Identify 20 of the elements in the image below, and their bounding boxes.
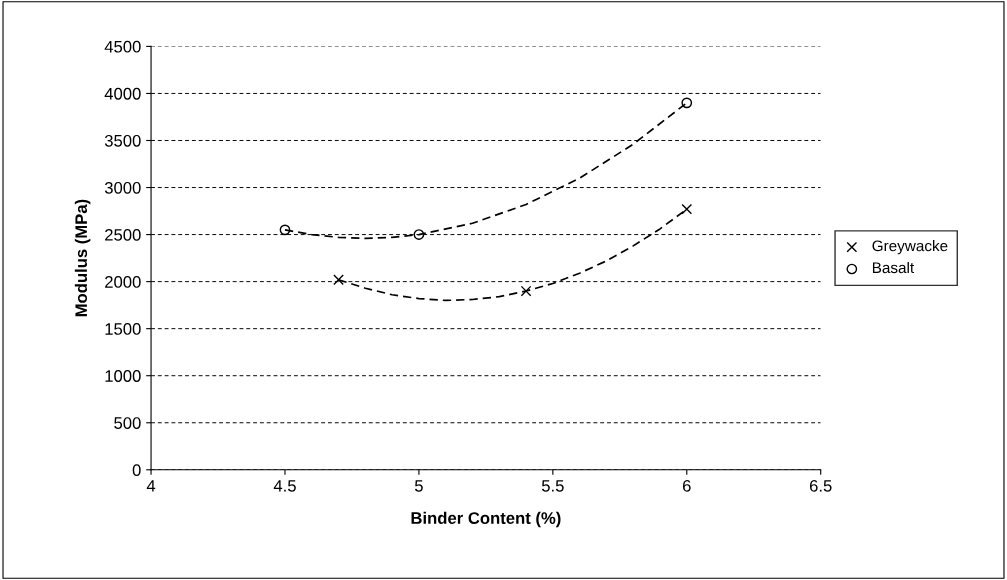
legend-label: Basalt <box>872 261 915 274</box>
y-tick-label: 4500 <box>104 40 141 53</box>
x-tick-label: 6.5 <box>809 479 832 492</box>
y-axis-title: Modulus (MPa) <box>74 199 91 317</box>
y-tick-label: 2500 <box>105 228 141 241</box>
legend-label: Greywacke <box>872 240 948 255</box>
y-tick-label: 0 <box>132 464 141 476</box>
y-tick-label: 1000 <box>105 370 141 382</box>
y-tick-label: 4000 <box>104 87 141 100</box>
y-tick-label: 1500 <box>105 323 141 335</box>
y-tick-label: 3500 <box>104 134 141 147</box>
x-axis-title: Binder Content (%) <box>411 511 561 528</box>
y-tick-label: 500 <box>114 417 141 429</box>
x-tick-label: 5 <box>414 480 423 492</box>
x-tick-label: 6 <box>682 479 691 492</box>
x-tick-label: 4.5 <box>273 480 296 492</box>
x-tick-label: 5.5 <box>541 480 564 492</box>
y-tick-label: 2000 <box>105 276 141 288</box>
x-tick-label: 4 <box>146 480 156 492</box>
y-tick-label: 3000 <box>104 181 141 194</box>
